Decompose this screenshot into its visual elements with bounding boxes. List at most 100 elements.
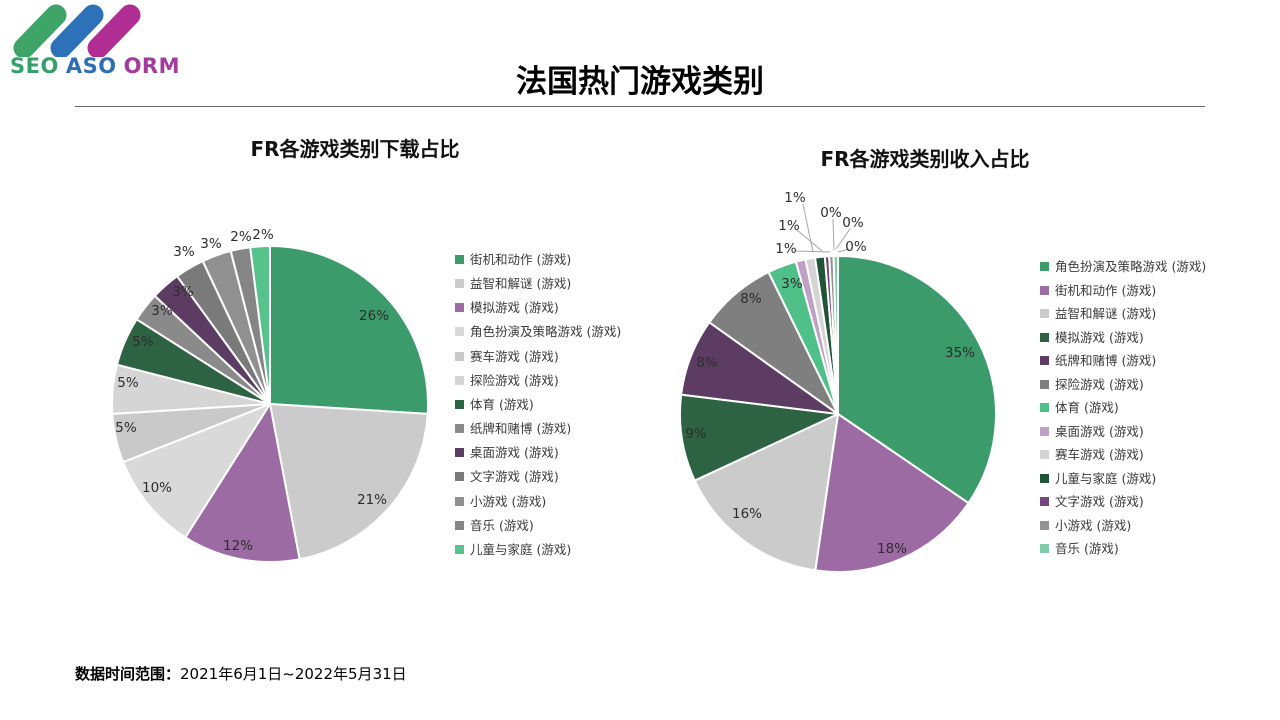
- legend-color-chip: [1040, 356, 1049, 365]
- slice-percent-label: 35%: [945, 345, 975, 361]
- slice-percent-label: 1%: [775, 241, 797, 257]
- pie-slice: [837, 255, 997, 505]
- pie-slice: [122, 403, 271, 539]
- legend-color-chip: [455, 448, 464, 458]
- pie-slice: [269, 403, 429, 561]
- legend-item: 纸牌和赌博 (游戏): [1040, 354, 1206, 367]
- pie-0: 26% 21% 12% 10% 5% 5% 5% 3% 3% 3% 3% 2% 2%: [110, 227, 430, 563]
- legend-item-label: 探险游戏 (游戏): [1055, 376, 1144, 392]
- slice-percent-label: 16%: [732, 506, 762, 522]
- logo-mark-icon: [13, 4, 141, 59]
- legend-color-chip: [455, 351, 464, 361]
- legend-color-chip: [1040, 285, 1049, 295]
- slice-percent-label: 3%: [173, 244, 195, 260]
- slice-percent-label: 2%: [230, 229, 252, 245]
- legend-color-chip: [1040, 544, 1049, 553]
- legend-item: 文字游戏 (游戏): [1040, 495, 1206, 508]
- title-divider: [75, 106, 1205, 107]
- left-chart-title: FR各游戏类别下载占比: [250, 137, 460, 161]
- logo-text: SEO ASO ORM: [10, 54, 187, 78]
- legend-color-chip: [1040, 450, 1049, 459]
- logo-bar-magenta: [87, 4, 141, 59]
- legend-item-label: 音乐 (游戏): [1055, 541, 1119, 556]
- legend-color-chip: [455, 303, 464, 313]
- legend-item: 探险游戏 (游戏): [455, 374, 621, 387]
- legend-color-chip: [455, 520, 464, 530]
- slice-percent-label: 10%: [142, 480, 172, 496]
- legend-color-chip: [1040, 473, 1049, 483]
- legend-item-label: 益智和解谜 (游戏): [1055, 306, 1157, 321]
- legend-item: 儿童与家庭 (游戏): [1040, 472, 1206, 485]
- legend-color-chip: [455, 327, 464, 337]
- page-title: 法国热门游戏类别: [516, 64, 764, 100]
- legend-item-label: 小游戏 (游戏): [470, 493, 547, 509]
- legend-item-label: 纸牌和赌博 (游戏): [470, 421, 572, 437]
- legend-item: 音乐 (游戏): [455, 519, 621, 532]
- pie-slice: [184, 403, 301, 563]
- legend-item-label: 纸牌和赌博 (游戏): [1055, 353, 1157, 368]
- legend-color-chip: [455, 496, 464, 506]
- date-range-note: 数据时间范围：2021年6月1日~2022年5月31日: [75, 663, 407, 684]
- logo-bar-green: [13, 4, 67, 59]
- legend-color-chip: [1040, 309, 1049, 318]
- pie-slice: [814, 413, 970, 573]
- slice-percent-label: 0%: [845, 239, 867, 255]
- pie-slice: [679, 393, 839, 482]
- legend-color-chip: [1040, 497, 1049, 506]
- legend-item: 体育 (游戏): [1040, 401, 1206, 414]
- label-leader-line: [796, 229, 823, 252]
- legend-item: 益智和解谜 (游戏): [1040, 307, 1206, 320]
- slice-percent-label: 9%: [685, 426, 707, 442]
- legend-item-label: 益智和解谜 (游戏): [470, 276, 572, 292]
- label-leader-line: [832, 218, 835, 251]
- legend-item: 角色扮演及策略游戏 (游戏): [455, 325, 621, 338]
- legend-color-chip: [1040, 332, 1049, 342]
- legend-item-label: 桌面游戏 (游戏): [1055, 423, 1144, 439]
- legend-item-label: 探险游戏 (游戏): [470, 372, 559, 388]
- legend-item: 体育 (游戏): [455, 398, 621, 411]
- legend-item: 模拟游戏 (游戏): [455, 301, 621, 314]
- legend-item-label: 赛车游戏 (游戏): [470, 348, 559, 364]
- legend-item-label: 模拟游戏 (游戏): [1055, 329, 1144, 345]
- legend-item: 桌面游戏 (游戏): [455, 446, 621, 459]
- legend-item-label: 儿童与家庭 (游戏): [1055, 470, 1157, 486]
- legend-item-label: 小游戏 (游戏): [1055, 517, 1132, 533]
- slice-percent-label: 3%: [151, 303, 173, 319]
- date-range-label: 数据时间范围：: [75, 665, 181, 683]
- legend-item-label: 街机和动作 (游戏): [470, 252, 572, 267]
- legend-item-label: 赛车游戏 (游戏): [1055, 447, 1144, 462]
- legend-item-label: 桌面游戏 (游戏): [470, 445, 559, 461]
- legend-color-chip: [455, 279, 464, 289]
- slice-percent-label: 5%: [132, 334, 154, 350]
- legend-color-chip: [1040, 262, 1049, 271]
- label-leader-line: [802, 203, 814, 253]
- legend-color-chip: [455, 544, 464, 554]
- date-range-value: 2021年6月1日~2022年5月31日: [180, 665, 407, 683]
- legend-color-chip: [455, 399, 464, 409]
- legend-item: 音乐 (游戏): [1040, 542, 1206, 555]
- legend-item: 角色扮演及策略游戏 (游戏): [1040, 260, 1206, 273]
- slice-percent-label: 18%: [877, 541, 907, 557]
- legend-item: 儿童与家庭 (游戏): [455, 543, 621, 556]
- legend-item-label: 角色扮演及策略游戏 (游戏): [1055, 259, 1207, 274]
- label-leader-line: [837, 248, 850, 253]
- label-leader-line: [794, 250, 831, 253]
- legend-color-chip: [1040, 379, 1049, 389]
- legend-item-label: 体育 (游戏): [1055, 400, 1119, 415]
- slice-percent-label: 3%: [172, 284, 194, 300]
- legend-item-label: 街机和动作 (游戏): [1055, 282, 1157, 298]
- legend-color-chip: [455, 375, 464, 385]
- slice-percent-label: 12%: [223, 538, 253, 554]
- logo-text-aso: ASO: [65, 54, 117, 78]
- slice-percent-label: 26%: [359, 308, 389, 324]
- logo-bar-blue: [50, 4, 104, 59]
- legend-item-label: 体育 (游戏): [470, 396, 534, 412]
- slice-percent-label: 8%: [696, 355, 718, 371]
- legend-item: 小游戏 (游戏): [1040, 519, 1206, 532]
- legend-item-label: 文字游戏 (游戏): [470, 469, 559, 485]
- legend-item: 小游戏 (游戏): [455, 495, 621, 508]
- legend-item-label: 音乐 (游戏): [470, 517, 534, 533]
- right-chart-title: FR各游戏类别收入占比: [820, 147, 1030, 171]
